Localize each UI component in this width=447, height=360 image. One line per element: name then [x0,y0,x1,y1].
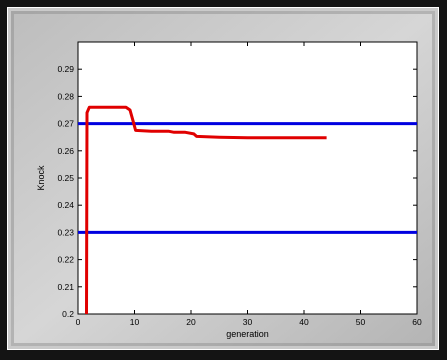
y-tick-label: 0.28 [57,91,74,101]
y-tick-label: 0.22 [57,255,74,265]
y-tick-label: 0.25 [57,173,74,183]
x-tick-label: 30 [243,317,253,327]
y-tick-label: 0.2 [62,309,74,319]
y-tick-label: 0.24 [57,200,74,210]
y-tick-label: 0.21 [57,282,74,292]
x-tick-label: 20 [186,317,196,327]
plot-area [77,41,418,315]
series-group [85,105,327,315]
x-axis-ticks: 0 10 20 30 40 50 60 [76,42,422,327]
y-axis-label: Knock [36,165,46,191]
y-axis-ticks: 0.2 0.21 0.22 0.23 0.24 0.25 0.26 0.27 0.28 0.29 [57,64,417,319]
y-tick-label: 0.29 [57,64,74,74]
x-tick-label: 50 [356,317,366,327]
x-tick-label: 0 [76,317,81,327]
y-tick-label: 0.26 [57,146,74,156]
y-tick-label: 0.23 [57,227,74,237]
figure-vignette [8,8,438,349]
series-line [85,105,327,315]
x-tick-label: 60 [412,317,422,327]
x-tick-label: 10 [130,317,140,327]
y-tick-label: 0.27 [57,119,74,129]
x-axis-label: generation [226,329,269,339]
x-tick-label: 40 [299,317,309,327]
